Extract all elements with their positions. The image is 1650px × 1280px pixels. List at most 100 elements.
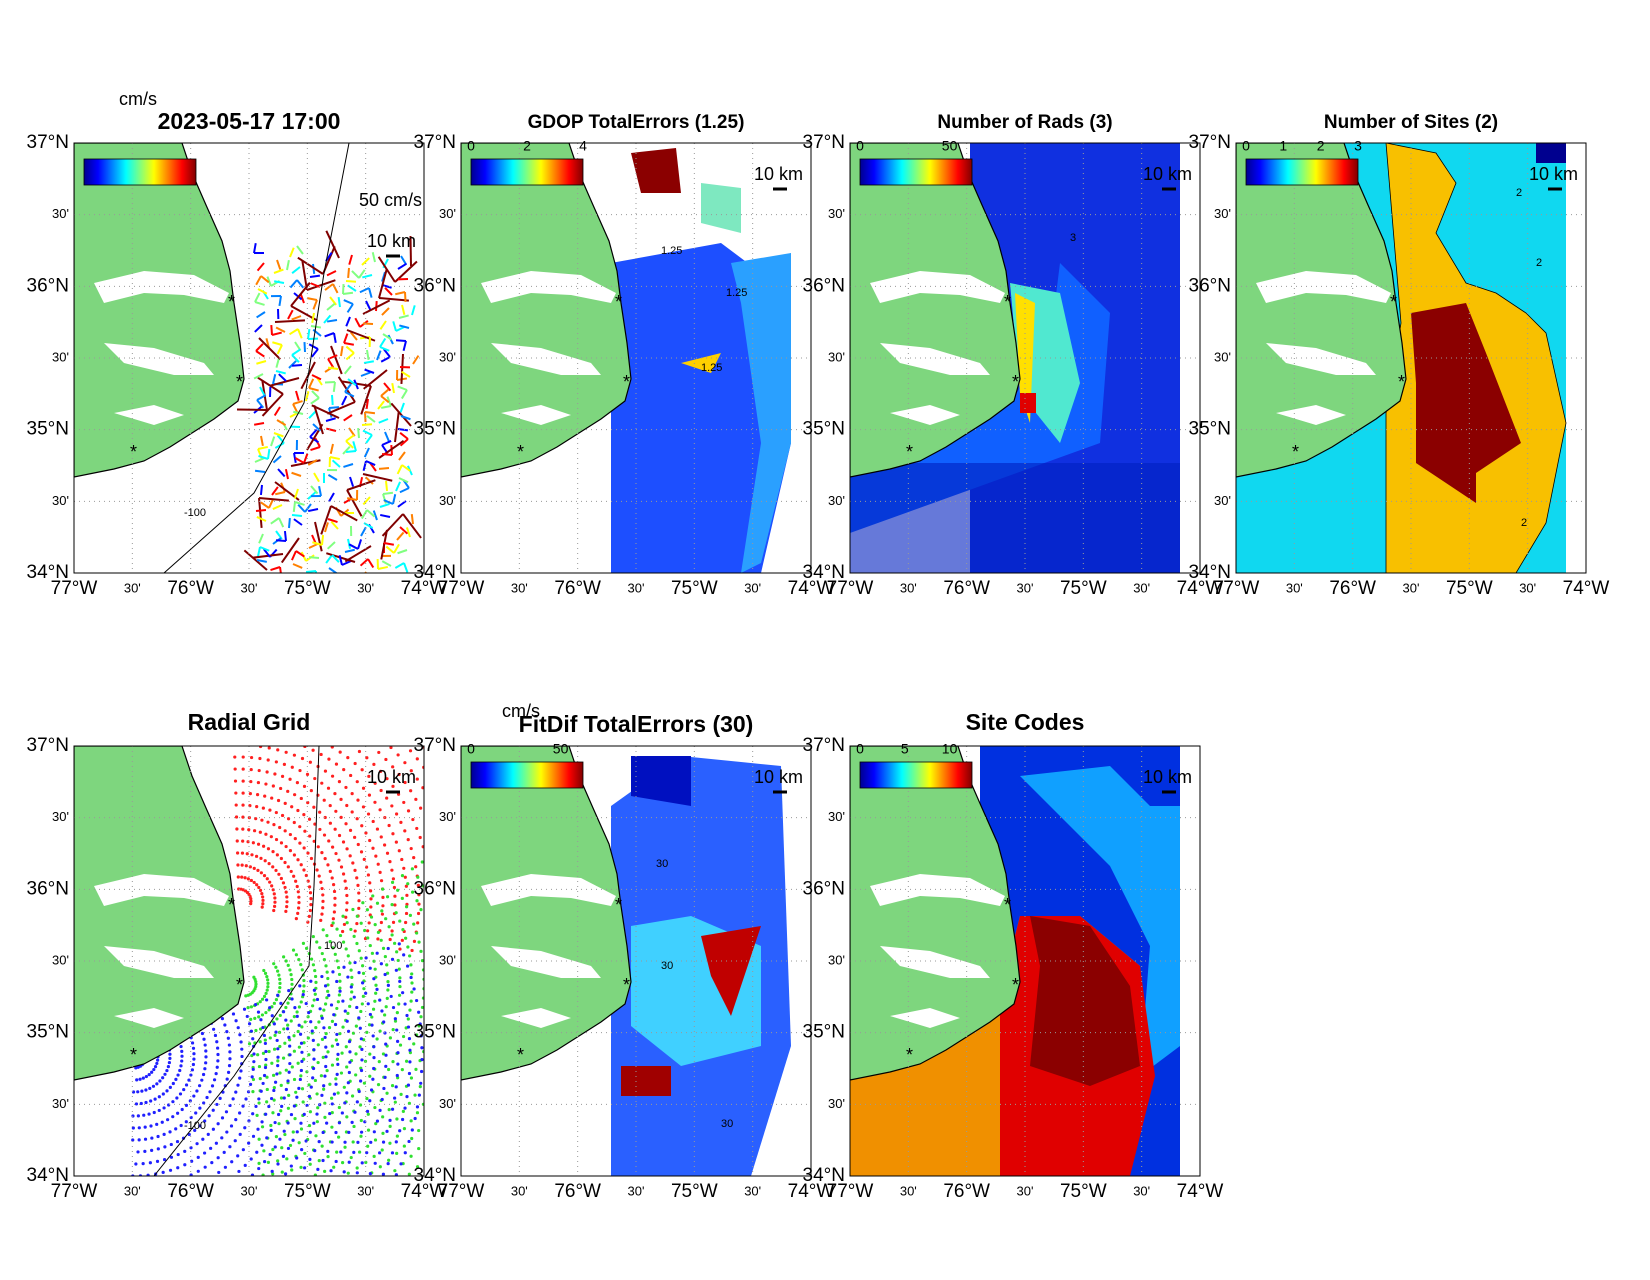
vector bbox=[295, 502, 305, 505]
grid-point bbox=[401, 897, 404, 900]
grid-point bbox=[373, 1106, 376, 1109]
grid-point bbox=[392, 1006, 395, 1009]
grid-point bbox=[348, 1050, 351, 1053]
x-tick-label: 75°W bbox=[671, 578, 718, 599]
vector bbox=[272, 342, 282, 345]
grid-point bbox=[278, 1138, 281, 1141]
vector bbox=[313, 300, 317, 309]
grid-point bbox=[262, 845, 265, 848]
x-tick-label: 30' bbox=[357, 1183, 374, 1198]
grid-point bbox=[338, 780, 341, 783]
colorbar-tick-label: 5 bbox=[901, 741, 909, 757]
contour-label: 1.25 bbox=[661, 245, 682, 257]
grid-point bbox=[302, 813, 305, 816]
grid-point bbox=[337, 1136, 340, 1139]
grid-point bbox=[315, 1112, 318, 1115]
grid-point bbox=[311, 1076, 314, 1079]
grid-point bbox=[279, 1014, 282, 1017]
colorbar-tick-label: 3 bbox=[1354, 138, 1362, 154]
grid-point bbox=[263, 1074, 266, 1077]
grid-point bbox=[391, 832, 394, 835]
grid-point bbox=[345, 908, 348, 911]
grid-point bbox=[388, 925, 391, 928]
y-tick-label: 36°N bbox=[414, 275, 456, 296]
grid-point bbox=[332, 1013, 335, 1016]
y-tick-label: 30' bbox=[828, 952, 845, 967]
grid-point bbox=[356, 817, 359, 820]
grid-point bbox=[360, 1037, 363, 1040]
vector bbox=[346, 281, 356, 282]
grid-point bbox=[264, 1066, 267, 1069]
grid-point bbox=[138, 1138, 141, 1141]
grid-point bbox=[419, 1082, 422, 1085]
grid-point bbox=[414, 865, 417, 868]
grid-point bbox=[335, 763, 338, 766]
vector bbox=[294, 502, 295, 512]
vector bbox=[398, 550, 407, 553]
grid-point bbox=[369, 1141, 372, 1144]
grid-point bbox=[297, 1087, 300, 1090]
site-marker: * bbox=[623, 372, 630, 392]
grid-point bbox=[312, 1122, 315, 1125]
site-marker: * bbox=[236, 975, 243, 995]
grid-point bbox=[237, 1170, 240, 1173]
y-tick-label: 30' bbox=[439, 809, 456, 824]
grid-point bbox=[324, 1045, 327, 1048]
grid-point bbox=[320, 1094, 323, 1097]
grid-point bbox=[275, 760, 278, 763]
grid-point bbox=[261, 899, 264, 902]
grid-point bbox=[234, 1019, 237, 1022]
grid-point bbox=[329, 822, 332, 825]
grid-point bbox=[254, 1003, 257, 1006]
vector bbox=[297, 246, 303, 254]
grid-point bbox=[403, 1127, 406, 1130]
vector bbox=[344, 415, 352, 421]
grid-point bbox=[374, 1138, 377, 1141]
scale-label: 10 km bbox=[1529, 164, 1578, 184]
grid-point bbox=[383, 1076, 386, 1079]
grid-point bbox=[395, 1140, 398, 1143]
grid-point bbox=[344, 879, 347, 882]
grid-point bbox=[368, 1075, 371, 1078]
grid-point bbox=[405, 912, 408, 915]
grid-point bbox=[284, 1006, 287, 1009]
grid-point bbox=[235, 803, 238, 806]
vector bbox=[398, 264, 406, 269]
grid-point bbox=[380, 789, 383, 792]
grid-point bbox=[249, 1018, 252, 1021]
grid-point bbox=[142, 1114, 145, 1117]
grid-point bbox=[320, 887, 323, 890]
grid-point bbox=[137, 1114, 140, 1117]
grid-point bbox=[298, 1046, 301, 1049]
grid-point bbox=[131, 1114, 134, 1117]
grid-point bbox=[243, 1126, 246, 1129]
vector bbox=[271, 437, 274, 446]
grid-point bbox=[235, 815, 238, 818]
vector bbox=[309, 557, 319, 558]
grid-point bbox=[239, 1069, 242, 1072]
site-marker: * bbox=[1012, 372, 1019, 392]
vector bbox=[355, 318, 360, 327]
grid-point bbox=[373, 1000, 376, 1003]
grid-point bbox=[282, 1155, 285, 1158]
grid-point bbox=[276, 1162, 279, 1165]
grid-point bbox=[261, 1013, 264, 1016]
grid-point bbox=[356, 1100, 359, 1103]
grid-point bbox=[381, 1132, 384, 1135]
grid-point bbox=[384, 1043, 387, 1046]
vector bbox=[290, 280, 297, 288]
grid-point bbox=[251, 1112, 254, 1115]
grid-point bbox=[225, 1030, 228, 1033]
grid-point bbox=[396, 889, 399, 892]
grid-point bbox=[252, 1060, 255, 1063]
vector bbox=[413, 356, 418, 364]
grid-point bbox=[207, 1133, 210, 1136]
grid-point bbox=[357, 1016, 360, 1019]
grid-point bbox=[280, 857, 283, 860]
grid-point bbox=[238, 1111, 241, 1114]
grid-point bbox=[398, 994, 401, 997]
grid-point bbox=[387, 824, 390, 827]
grid-point bbox=[343, 923, 346, 926]
grid-point bbox=[255, 1114, 258, 1117]
scale-label: 10 km bbox=[367, 767, 416, 787]
